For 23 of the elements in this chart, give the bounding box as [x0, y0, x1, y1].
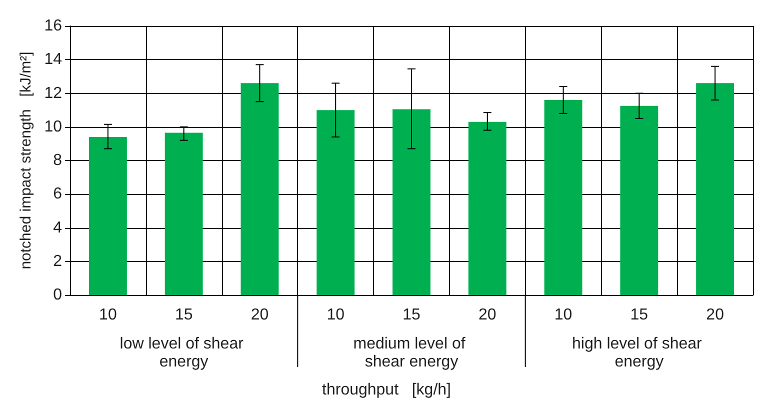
y-tick-label: 8 [53, 152, 62, 169]
x-tick-label: 20 [250, 306, 269, 324]
y-tick-label: 6 [53, 186, 62, 203]
x-tick-label: 10 [554, 306, 572, 324]
y-axis-title: notched impact strength [kJ/m²] [17, 52, 34, 270]
x-tick-label: 15 [402, 306, 420, 324]
text: medium level of shear energy [353, 336, 470, 370]
y-tick-label: 0 [53, 286, 62, 304]
x-axis-title: throughput [kg/h] [322, 382, 451, 398]
x-tick-label: 10 [326, 306, 345, 324]
x-tick-label: 20 [706, 306, 724, 324]
x-tick-label: 20 [478, 306, 496, 324]
x-tick-label: 15 [630, 306, 648, 324]
y-tick-label: 2 [53, 252, 62, 270]
x-tick-label: 15 [174, 306, 193, 324]
y-tick-label: 10 [44, 118, 62, 136]
y-tick-label: 16 [44, 18, 62, 34]
text: high level of shear energy [572, 336, 706, 370]
y-tick-label: 12 [44, 84, 62, 102]
x-tick-label: 10 [99, 306, 117, 324]
y-tick-label: 4 [53, 219, 62, 236]
text: low level of shear energy [120, 336, 248, 370]
y-tick-label: 14 [44, 51, 62, 68]
